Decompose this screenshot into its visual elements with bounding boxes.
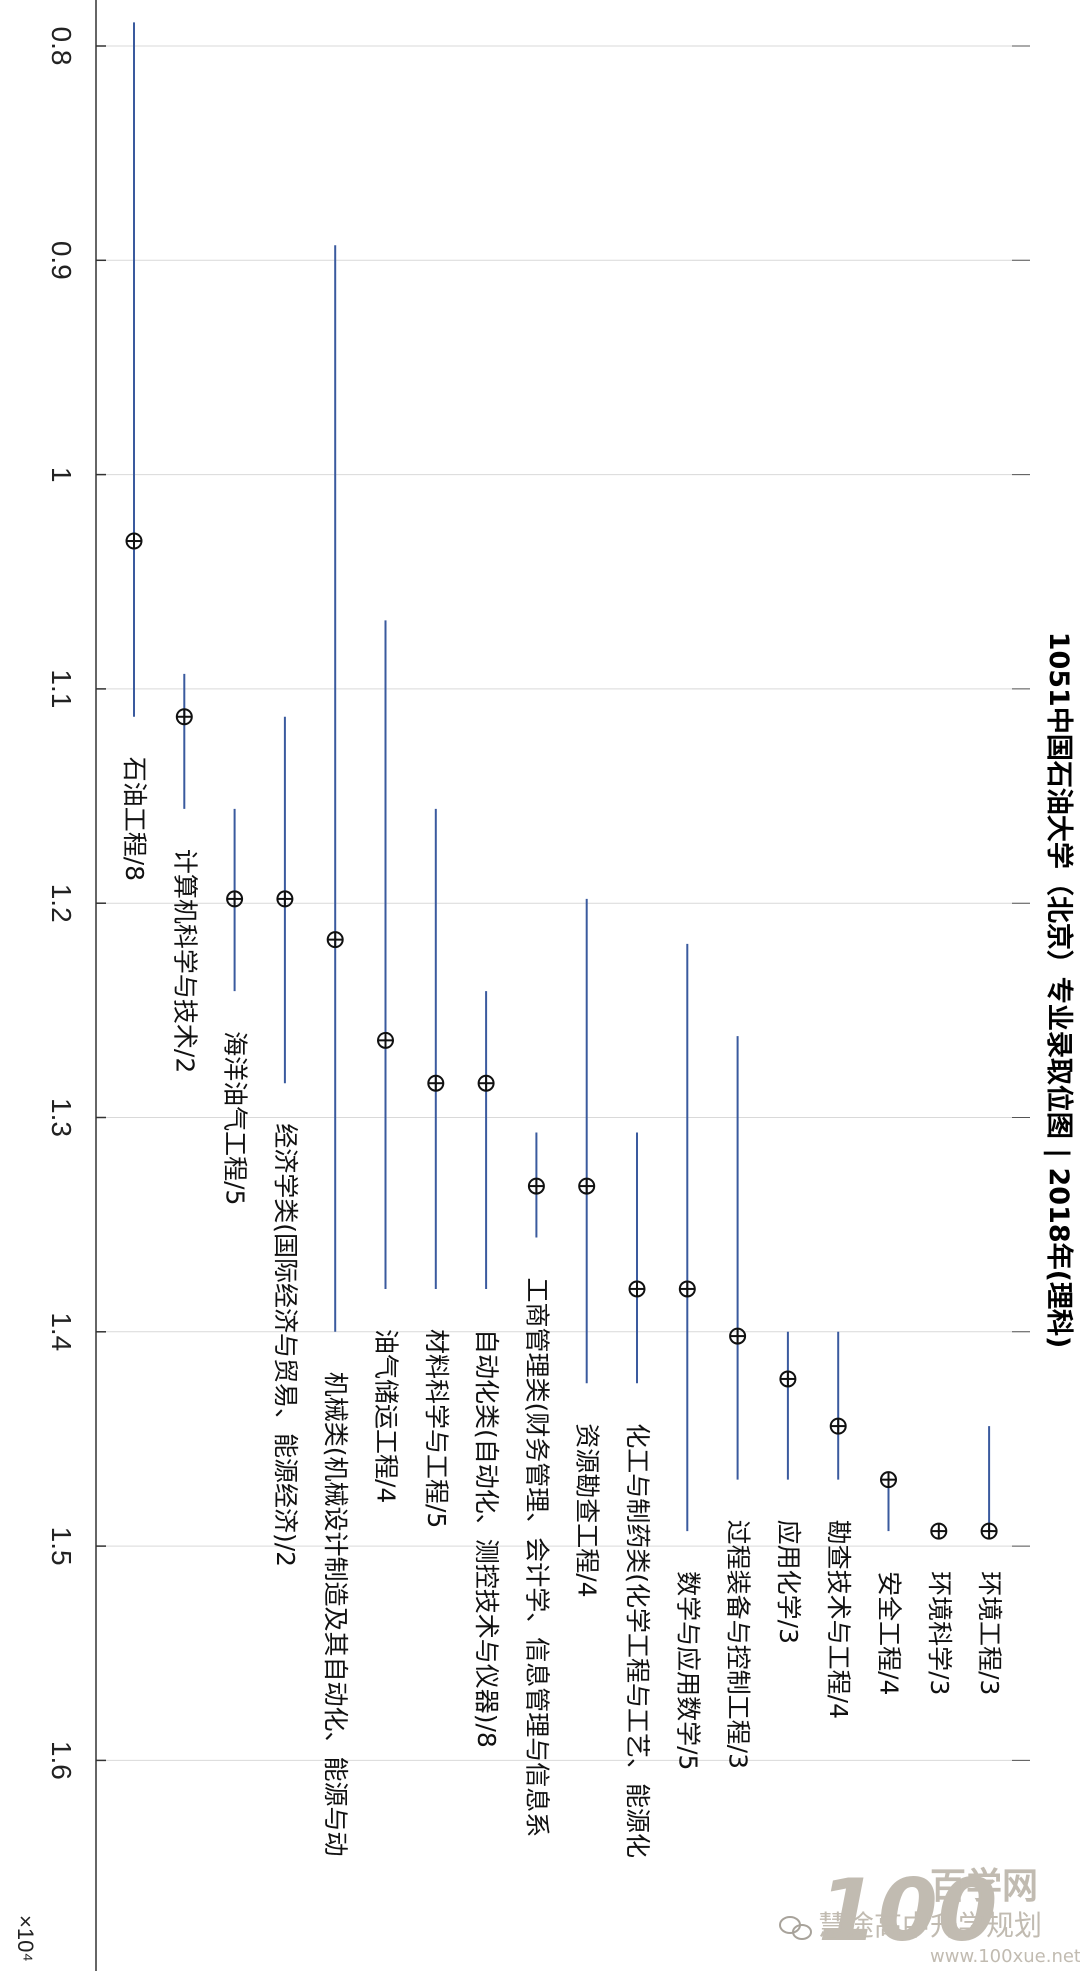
category-label: 海洋油气工程/5 xyxy=(221,1031,250,1205)
category-label: 环境工程/3 xyxy=(975,1571,1004,1695)
mid-marker xyxy=(477,1074,495,1092)
watermark: 100 百学网 慧途高中升学规划 www.100xue.net xyxy=(779,1861,1080,1967)
mid-marker xyxy=(427,1074,445,1092)
value-axis-ticks: 0.8 0.9 1 1.1 1.2 1.3 1.4 1.5 1.6 xyxy=(46,27,1030,1780)
category-label: 机械类(机械设计制造及其自动化、能源与动 xyxy=(321,1372,350,1857)
category-labels: 石油工程/8 计算机科学与技术/2 海洋油气工程/5 经济学类(国际经济与贸易、能源经… xyxy=(120,757,1004,1858)
wechat-icon xyxy=(779,1916,812,1940)
tick-label: 1.4 xyxy=(46,1312,77,1351)
category-label: 化工与制药类(化学工程与工艺、能源化 xyxy=(623,1423,652,1858)
category-label: 勘查技术与工程/4 xyxy=(824,1520,853,1719)
category-label: 自动化类(自动化、测控技术与仪器)/8 xyxy=(472,1329,501,1748)
mid-marker xyxy=(779,1370,797,1388)
tick-label: 0.8 xyxy=(46,27,77,66)
mid-marker xyxy=(628,1280,646,1298)
mid-marker xyxy=(226,890,244,908)
category-label: 安全工程/4 xyxy=(875,1571,904,1695)
category-label: 材料科学与工程/5 xyxy=(422,1329,451,1528)
watermark-wechat-text: 慧途高中升学规划 xyxy=(818,1909,1042,1942)
mid-marker xyxy=(930,1522,948,1540)
category-label: 资源勘查工程/4 xyxy=(573,1423,602,1597)
watermark-url: www.100xue.net xyxy=(930,1946,1080,1967)
mid-marker xyxy=(326,931,344,949)
watermark-logo-text: 百学网 xyxy=(930,1865,1038,1907)
mid-marker xyxy=(729,1327,747,1345)
category-label: 油气储运工程/4 xyxy=(372,1329,401,1503)
chart-title: 1051中国石油大学（北京）专业录取位图 | 2018年(理科) xyxy=(1043,632,1075,1349)
mid-marker xyxy=(175,708,193,726)
mid-marker xyxy=(276,890,294,908)
tick-label: 1.5 xyxy=(46,1527,77,1566)
tick-label: 1.6 xyxy=(46,1741,77,1780)
category-label: 经济学类(国际经济与贸易、能源经济)/2 xyxy=(271,1123,300,1567)
category-label: 工商管理类(财务管理、会计学、信息管理与信息系 xyxy=(522,1278,551,1838)
watermark-logo-number: 100 xyxy=(818,1861,998,1961)
value-axis-exponent: ×10⁴ xyxy=(13,1915,38,1962)
category-label: 过程装备与控制工程/3 xyxy=(724,1520,753,1769)
category-label: 应用化学/3 xyxy=(774,1520,803,1644)
ranges xyxy=(125,22,998,1540)
mid-marker xyxy=(980,1522,998,1540)
mid-marker xyxy=(527,1177,545,1195)
category-label: 计算机科学与技术/2 xyxy=(170,849,199,1073)
category-label: 环境科学/3 xyxy=(925,1571,954,1695)
mid-marker xyxy=(678,1280,696,1298)
category-label: 数学与应用数学/5 xyxy=(673,1571,702,1770)
mid-marker xyxy=(829,1417,847,1435)
gridlines xyxy=(96,45,1030,1761)
mid-marker xyxy=(578,1177,596,1195)
tick-label: 1.1 xyxy=(46,669,77,708)
category-label: 石油工程/8 xyxy=(120,757,149,881)
tick-label: 0.9 xyxy=(46,241,77,280)
tick-label: 1.2 xyxy=(46,884,77,923)
mid-marker xyxy=(377,1031,394,1049)
mid-marker xyxy=(880,1471,897,1489)
mid-marker xyxy=(125,532,143,550)
tick-label: 1.3 xyxy=(46,1098,77,1137)
tick-label: 1 xyxy=(46,467,77,483)
